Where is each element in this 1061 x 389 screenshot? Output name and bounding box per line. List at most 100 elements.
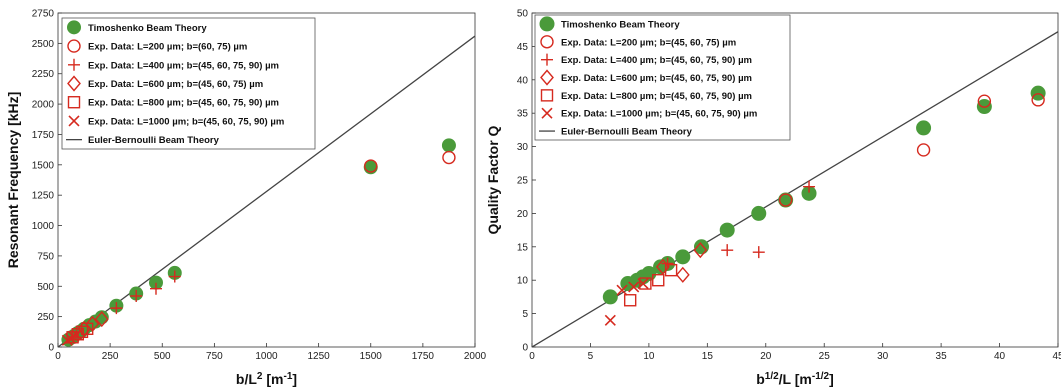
x-tick-label: 750 [206,351,223,362]
exp-data-point [721,244,734,257]
exp-data-point [1031,93,1045,107]
x-tick-label: 45 [1052,351,1061,362]
exp-data-point [637,277,649,290]
euler-bernoulli-line [532,31,1058,347]
legend-label: Timoshenko Beam Theory [88,23,207,34]
x-tick-label: 500 [154,351,171,362]
chart-resonant-frequency: 0 250 500 750 1000 1250 1500 1750 2000 0 250 500 750… [5,9,487,388]
x-tick-label: 0 [55,351,61,362]
y-tick-label: 1750 [32,130,55,141]
legend-label: Exp. Data: L=1000 µm; b=(45, 60, 75, 90)… [88,116,284,127]
legend-marker [67,75,81,92]
exp-data-point [664,263,678,277]
y-tick-label: 250 [37,312,54,323]
x-tick-label: 1750 [412,351,435,362]
legend-label: Exp. Data: L=800 µm; b=(45, 60, 75, 90) … [88,98,279,109]
legend-marker [540,69,554,86]
legend-label: Exp. Data: L=200 µm; b=(45, 60, 75) µm [561,37,736,48]
timoshenko-point [94,310,109,325]
x-tick-label: 1500 [360,351,383,362]
y-axis-label: Quality Factor Q [485,125,501,234]
x-tick-label: 2000 [464,351,487,362]
timoshenko-point [916,120,932,136]
legend-box [61,17,316,150]
exp-data-point [628,281,640,293]
legend-label: Exp. Data: L=400 µm; b=(45, 60, 75, 90) … [561,55,752,66]
exp-data-point [442,150,456,165]
x-axis-label: b/L2 [m-1] [236,371,297,388]
data-layer [58,35,475,347]
legend-label: Exp. Data: L=600 µm; b=(45, 60, 75) µm [88,79,263,90]
y-tick-label: 0 [522,343,528,354]
legend-label: Exp. Data: L=1000 µm; b=(45, 60, 75, 90)… [561,109,757,120]
x-tick-label: 250 [102,351,119,362]
exp-data-point [80,322,94,335]
timoshenko-point [675,249,691,265]
legend-marker [67,96,81,109]
y-tick-label: 2000 [32,100,55,111]
exp-data-point [752,246,765,259]
exp-data-point [675,266,690,283]
legend-box [534,14,791,141]
y-tick-label: 5 [522,309,528,320]
exp-data-point [94,310,109,328]
y-tick-label: 0 [48,343,54,354]
exp-data-point [803,180,816,193]
legend-label: Timoshenko Beam Theory [561,19,680,30]
exp-data-point [64,332,77,345]
exp-data-point [168,270,181,283]
exp-data-point [977,94,992,108]
legend-marker [541,53,553,66]
y-tick-label: 35 [517,109,529,120]
timoshenko-point [441,138,456,153]
timoshenko-point [801,185,817,201]
exp-data-point [364,159,378,173]
legend-label: Exp. Data: L=400 µm; b=(45, 60, 75, 90) … [88,60,279,71]
y-tick-label: 50 [517,9,529,20]
legend-marker [541,107,553,119]
exp-data-point [623,294,637,307]
exp-data-point [916,143,931,157]
x-tick-label: 20 [760,351,772,362]
y-tick-label: 2500 [32,39,55,50]
x-tick-label: 10 [643,351,655,362]
timoshenko-point [719,222,735,238]
timoshenko-point [751,205,767,221]
exp-data-point [604,314,616,326]
timoshenko-point [602,289,618,305]
y-tick-label: 750 [37,251,54,262]
y-tick-label: 1250 [32,191,55,202]
timoshenko-point [148,275,163,290]
y-tick-label: 40 [517,75,529,86]
chart-quality-factor: 0 5 10 15 20 25 30 35 40 45 0 5 10 15 20 25 30 35 40 45 50 Qu… [485,9,1061,388]
exp-data-point [110,302,123,315]
exp-data-point [652,274,665,287]
x-tick-label: 35 [936,351,948,362]
y-tick-label: 1000 [32,221,55,232]
exp-data-point [149,282,162,295]
legend-label: Exp. Data: L=600 µm; b=(45, 60, 75, 90) … [561,73,752,84]
exp-data-point [71,329,83,341]
y-tick-label: 2750 [32,9,55,20]
y-tick-label: 1500 [32,160,55,171]
y-tick-label: 25 [517,176,529,187]
legend-label: Exp. Data: L=200 µm; b=(60, 75) µm [88,42,247,53]
exp-data-point [130,289,143,302]
exp-data-point [616,284,628,296]
legend-marker [67,39,81,53]
legend: Timoshenko Beam Theory Exp. Data: L=200 µ… [534,14,791,141]
y-axis-label: Resonant Frequency [kHz] [5,92,21,269]
exp-data-point [778,193,793,207]
legend-marker [67,20,81,35]
x-tick-label: 15 [702,351,714,362]
legend-marker [540,89,554,102]
x-tick-label: 40 [994,351,1006,362]
legend: Timoshenko Beam Theory Exp. Data: L=200 µ… [61,17,316,150]
legend-marker [68,115,80,127]
data-layer [532,31,1058,347]
exp-data-point [639,277,652,290]
legend-marker [539,16,555,32]
legend-label: Euler-Bernoulli Beam Theory [561,127,693,138]
x-tick-label: 1000 [255,351,278,362]
